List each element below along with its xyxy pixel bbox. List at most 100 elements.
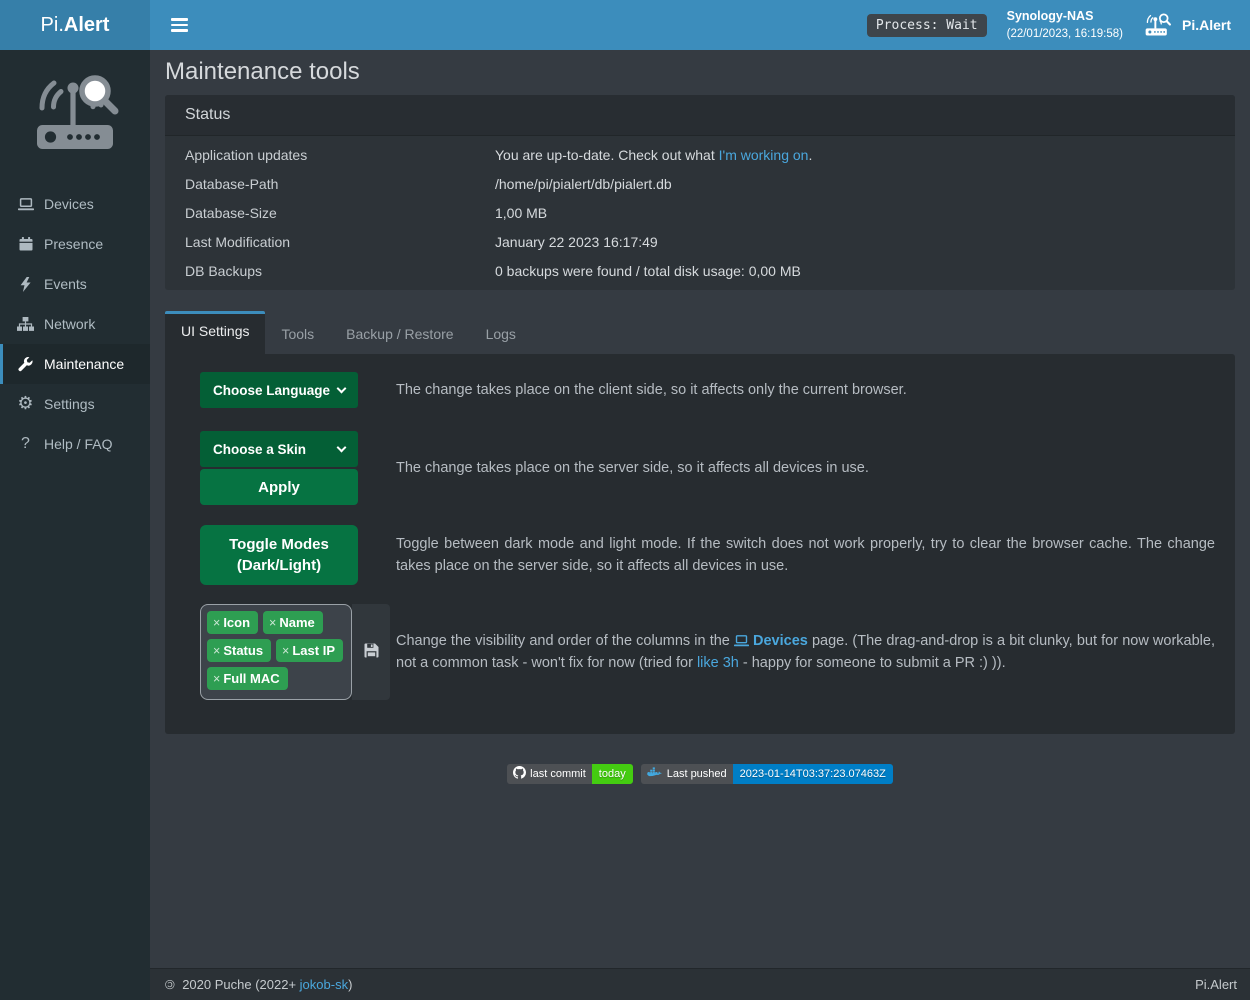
jokob-sk-link[interactable]: jokob-sk [299,977,349,992]
status-label: Database-Path [185,175,279,192]
sidebar-item-label: Help / FAQ [44,436,113,452]
sidebar-item-label: Presence [44,236,104,252]
column-tag-full-mac[interactable]: × Full MAC [207,667,288,690]
host-timestamp: (22/01/2023, 16:19:58) [1006,27,1123,40]
status-label: Application updates [185,146,308,163]
user-menu-label: Pi.Alert [1181,17,1231,33]
column-order-tags[interactable]: × Icon × Name × Status × Last IP × Full MAC [200,604,352,700]
tab-tools[interactable]: Tools [281,326,315,342]
remove-tag-icon[interactable]: × [282,643,290,658]
user-menu[interactable]: Pi.Alert [1143,11,1235,40]
pialert-router-logo [23,66,127,170]
copyleft-icon: © [165,977,175,992]
wrench-icon [16,356,35,372]
tab-ui-settings[interactable]: UI Settings [165,311,266,354]
sidebar-item-network[interactable]: Network [0,304,150,344]
last-pushed-badge[interactable]: Last pushed 2023-01-14T03:37:23.07463Z [640,764,893,784]
brand-logo[interactable]: Pi. Alert [0,0,150,50]
column-tag-name[interactable]: × Name [263,611,323,634]
repo-badges: last commit today [165,764,1235,784]
calendar-icon [16,237,35,251]
laptop-icon [733,635,750,647]
status-row-application-updates: Application updates You are up-to-date. … [185,140,1215,169]
columns-row: × Icon × Name × Status × Last IP × Full MAC [200,604,1215,700]
language-description: The change takes place on the client sid… [396,382,907,398]
skin-select[interactable]: Choose a Skin [200,431,358,467]
working-on-link[interactable]: I'm working on [718,146,809,163]
remove-tag-icon[interactable]: × [213,615,221,630]
footer-brand: Pi.Alert [1195,977,1237,992]
tab-logs[interactable]: Logs [485,326,516,342]
sidebar-menu: Devices Presence Events [0,184,150,464]
sidebar-item-settings[interactable]: ⚙ Settings [0,384,150,424]
column-tag-last-ip[interactable]: × Last IP [276,639,343,662]
sidebar-item-label: Settings [44,396,95,412]
footer: © 2020 Puche (2022+ jokob-sk) Pi.Alert [150,968,1250,1000]
status-label: Last Modification [185,233,291,250]
sidebar-item-devices[interactable]: Devices [0,184,150,224]
like-3h-link[interactable]: like 3h [696,655,739,671]
remove-tag-icon[interactable]: × [213,671,221,686]
status-row-last-modification: Last Modification January 22 2023 16:17:… [185,227,1215,256]
github-icon [513,766,527,782]
host-info: Synology-NAS (22/01/2023, 16:19:58) [1007,8,1123,42]
status-value: You are up-to-date. Check out what I'm w… [495,146,813,163]
sidebar-item-label: Maintenance [44,356,125,372]
status-row-db-backups: DB Backups 0 backups were found / total … [185,256,1215,285]
badge-label: Last pushed [666,768,727,780]
columns-description: Change the visibility and order of the c… [396,633,1215,671]
chevron-down-icon [336,442,347,452]
sidebar-item-maintenance[interactable]: Maintenance [0,344,150,384]
laptop-icon [16,197,35,211]
skin-row: Choose a Skin Apply The change takes pla… [200,431,1215,505]
badge-value: today [591,764,633,784]
sitemap-icon [16,317,35,331]
last-commit-badge[interactable]: last commit today [507,764,633,784]
save-columns-button[interactable] [352,604,390,700]
column-tag-status[interactable]: × Status [207,639,272,662]
remove-tag-icon[interactable]: × [269,615,277,630]
devices-page-link[interactable]: Devices [733,633,808,649]
router-search-icon [1143,11,1173,40]
apply-skin-button[interactable]: Apply [200,469,358,505]
sidebar: Devices Presence Events [0,50,150,1000]
process-status-badge[interactable]: Process: Wait [866,13,987,37]
save-icon [364,643,379,661]
status-label: DB Backups [185,262,263,279]
brand-text: Pi. [40,13,64,36]
toggle-dark-light-button[interactable]: Toggle Modes (Dark/Light) [200,525,358,585]
top-navbar: Pi. Alert Process: Wait Synology-NAS (22/… [0,0,1250,50]
skin-description: The change takes place on the server sid… [396,460,869,476]
ui-settings-panel: Choose Language The change takes place o… [165,354,1235,734]
maintenance-tabs: UI Settings Tools Backup / Restore Logs … [165,311,1235,734]
status-row-database-path: Database-Path /home/pi/pialert/db/pialer… [185,169,1215,198]
language-row: Choose Language The change takes place o… [200,372,1215,408]
copyright-text: © 2020 Puche (2022+ jokob-sk) [165,977,353,992]
sidebar-item-presence[interactable]: Presence [0,224,150,264]
status-label: Database-Size [185,204,277,221]
sidebar-item-label: Events [44,276,87,292]
status-value: 1,00 MB [495,204,548,221]
page-title: Maintenance tools [165,58,360,85]
status-panel: Status Application updates You are up-to… [165,95,1235,290]
gear-icon: ⚙ [17,393,34,414]
badge-label: last commit [530,768,586,780]
language-select[interactable]: Choose Language [200,372,358,408]
tab-backup-restore[interactable]: Backup / Restore [346,326,454,342]
status-value: 0 backups were found / total disk usage:… [495,262,801,279]
remove-tag-icon[interactable]: × [213,643,221,658]
sidebar-toggle-button[interactable] [165,10,194,39]
toggle-mode-row: Toggle Modes (Dark/Light) Toggle between… [200,525,1215,585]
toggle-mode-description: Toggle between dark mode and light mode.… [396,536,1215,574]
status-value: January 22 2023 16:17:49 [495,233,658,250]
content-area: Maintenance tools Status Application upd… [150,50,1250,968]
status-panel-title: Status [165,95,1235,136]
navbar: Process: Wait Synology-NAS (22/01/2023, … [150,0,1250,50]
sidebar-item-label: Network [44,316,96,332]
badge-value: 2023-01-14T03:37:23.07463Z [732,764,893,784]
chevron-down-icon [336,383,347,393]
column-tag-icon[interactable]: × Icon [207,611,259,634]
sidebar-item-help[interactable]: ? Help / FAQ [0,424,150,464]
sidebar-item-events[interactable]: Events [0,264,150,304]
